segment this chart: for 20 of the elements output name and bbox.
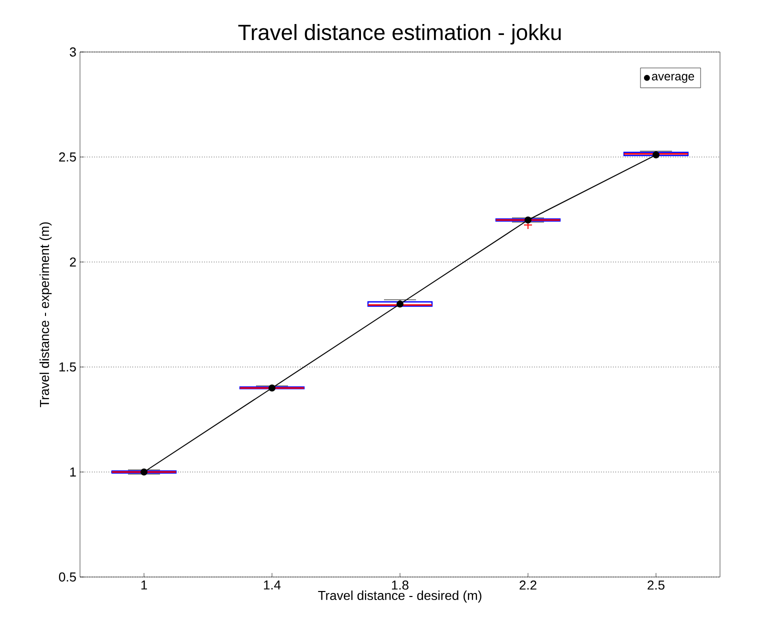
point	[652, 151, 660, 158]
x-tick-label: 2.2	[520, 580, 536, 590]
chart-title: Travel distance estimation - jokku	[238, 24, 561, 44]
legend-label: average	[652, 74, 694, 83]
y-axis-title: Travel distance - experiment (m)	[40, 222, 52, 408]
point	[268, 384, 276, 392]
y-tick-label: 2	[70, 257, 76, 267]
y-tick-label: 1	[70, 468, 76, 476]
point	[524, 216, 532, 224]
x-tick-label: 1	[141, 580, 147, 590]
x-tick-label: 2.5	[648, 580, 664, 590]
y-tick-label: 0.5	[58, 572, 76, 582]
x-axis-title: Travel distance - desired (m)	[318, 590, 482, 603]
point	[396, 300, 404, 308]
y-tick-label: 1.5	[59, 362, 76, 372]
point	[140, 468, 148, 476]
y-tick-label: 2.5	[59, 152, 76, 162]
x-tick-label: 1.8	[392, 580, 408, 590]
x-tick-label: 1.4	[264, 580, 281, 590]
y-tick-label: 3	[70, 47, 76, 57]
